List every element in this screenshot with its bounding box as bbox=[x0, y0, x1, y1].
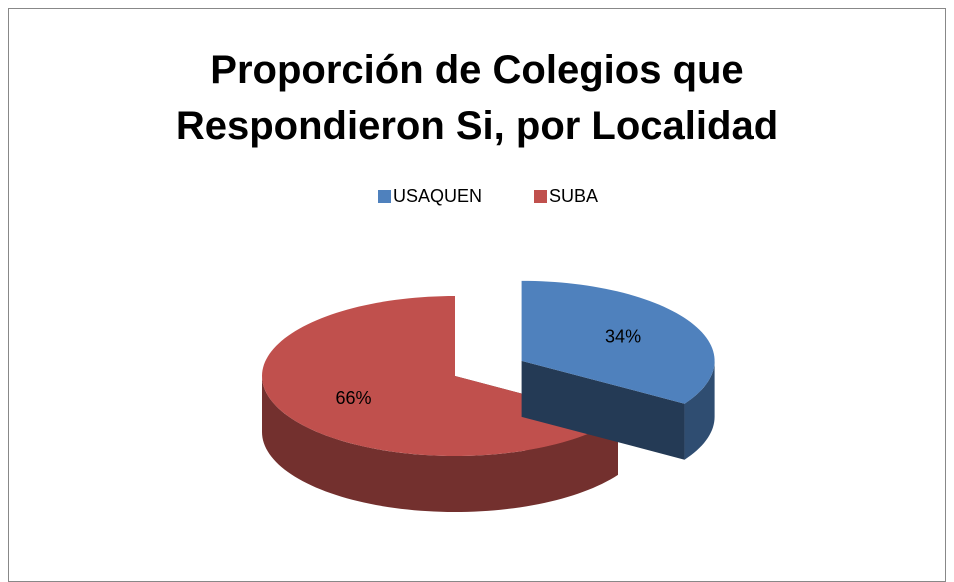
slice-wall bbox=[262, 376, 618, 512]
slice-wall bbox=[684, 360, 715, 460]
slice-top bbox=[521, 280, 715, 404]
legend-swatch bbox=[378, 190, 391, 203]
legend-label: SUBA bbox=[549, 186, 598, 206]
data-label: 34% bbox=[605, 326, 641, 346]
legend-swatch bbox=[534, 190, 547, 203]
data-label: 66% bbox=[336, 388, 372, 408]
pie-slice bbox=[521, 280, 715, 460]
chart-title: Proporción de Colegios que Respondieron … bbox=[175, 48, 779, 148]
slice-cut-face bbox=[521, 360, 685, 460]
legend-label: USAQUEN bbox=[393, 186, 482, 206]
